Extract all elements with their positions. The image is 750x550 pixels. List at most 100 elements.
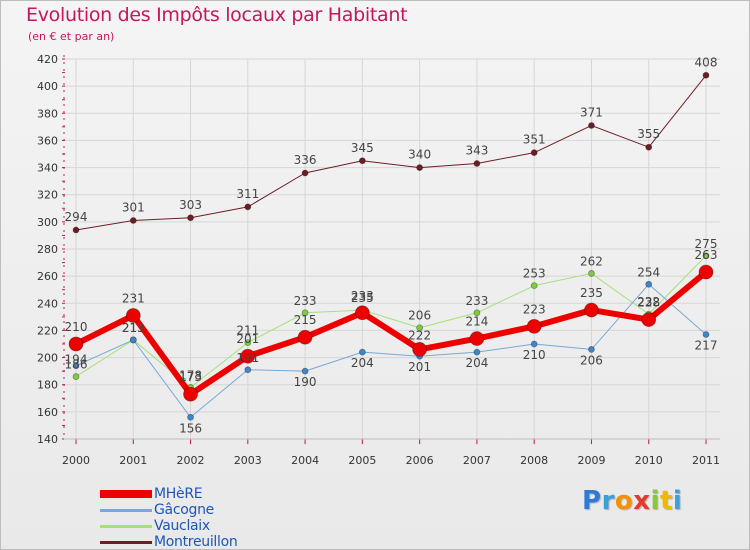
data-point-vauclaix — [72, 373, 80, 380]
legend-label: Vauclaix — [154, 518, 210, 534]
data-label: 194 — [65, 353, 88, 367]
data-point-vauclaix — [588, 270, 595, 277]
data-label: 275 — [695, 237, 718, 251]
axes: 140 160 180 200 220 240 260 280 300 320 340 360 380 4… — [37, 53, 720, 467]
grid-lines — [64, 58, 720, 445]
x-tick-label: 2002 — [177, 454, 205, 467]
legend-swatch — [100, 490, 152, 498]
x-tick-label: 2007 — [463, 454, 491, 467]
y-tick-label: 420 — [37, 53, 58, 66]
data-label: 206 — [580, 353, 603, 367]
data-label: 351 — [523, 133, 546, 147]
y-tick-label: 300 — [37, 216, 58, 229]
data-point-montreuillon — [702, 71, 710, 79]
data-label: 371 — [580, 106, 603, 120]
data-label: 303 — [179, 198, 202, 212]
proxiti-logo: Proxiti — [582, 486, 682, 516]
data-point-g-cogne — [301, 367, 309, 375]
data-point-g-cogne — [187, 413, 194, 421]
data-point-mh-re — [641, 312, 657, 327]
data-point-mh-re — [240, 348, 256, 364]
legend-label: Montreuillon — [154, 534, 238, 550]
y-tick-label: 140 — [37, 433, 58, 446]
data-point-vauclaix — [301, 309, 309, 317]
data-point-montreuillon — [530, 149, 538, 157]
data-point-vauclaix — [244, 339, 252, 347]
x-tick-label: 2009 — [577, 454, 605, 467]
x-tick-label: 2004 — [291, 454, 319, 467]
data-label: 213 — [122, 321, 145, 335]
data-point-mh-re — [412, 342, 428, 357]
data-label: 190 — [294, 375, 317, 389]
data-label: 204 — [351, 356, 374, 370]
data-point-mh-re — [698, 264, 714, 280]
data-point-g-cogne — [129, 336, 137, 344]
data-label: 336 — [294, 153, 317, 167]
data-point-vauclaix — [473, 309, 481, 317]
data-label: 223 — [523, 302, 546, 316]
y-tick-label: 320 — [37, 189, 58, 202]
y-tick-label: 160 — [37, 406, 58, 419]
y-tick-label: 380 — [37, 107, 58, 120]
data-point-vauclaix — [530, 282, 538, 290]
legend-swatch — [100, 508, 152, 512]
logo-letter: r — [601, 486, 615, 516]
data-label: 232 — [637, 295, 660, 309]
y-tick-label: 240 — [37, 297, 58, 310]
data-label: 228 — [637, 296, 660, 310]
data-point-mh-re — [125, 308, 141, 323]
data-label: 178 — [179, 368, 202, 382]
data-label: 345 — [351, 141, 374, 155]
data-point-montreuillon — [416, 164, 424, 171]
data-label: 211 — [236, 324, 259, 338]
data-label: 235 — [580, 286, 603, 300]
data-label: 235 — [351, 291, 374, 305]
data-label: 215 — [294, 313, 317, 327]
legend-swatch — [100, 540, 152, 544]
legend-item: Montreuillon — [100, 534, 238, 550]
data-label: 254 — [637, 265, 660, 279]
chart-subtitle: (en € et par an) — [28, 30, 115, 43]
y-tick-label: 340 — [37, 162, 58, 175]
data-point-montreuillon — [645, 143, 653, 151]
chart-title: Evolution des Impôts locaux par Habitant — [26, 4, 408, 26]
data-label: 340 — [408, 148, 431, 162]
data-point-mh-re — [526, 318, 542, 334]
x-tick-label: 2006 — [406, 454, 434, 467]
logo-letter: o — [614, 486, 634, 516]
data-point-mh-re — [584, 302, 599, 318]
series-line-mh-re — [74, 269, 708, 398]
data-label: 201 — [236, 332, 259, 346]
legend-swatch — [100, 524, 152, 528]
logo-letter: i — [650, 486, 660, 516]
legend-item: Gâcogne — [100, 502, 237, 518]
y-tick-label: 400 — [37, 80, 58, 93]
y-tick-label: 260 — [37, 270, 58, 283]
legend: MHèRE Gâcogne Vauclaix Montreuillon — [100, 486, 238, 550]
data-point-g-cogne — [530, 340, 538, 348]
y-tick-label: 220 — [37, 324, 58, 337]
logo-letter: x — [633, 486, 651, 516]
legend-item: Vauclaix — [100, 518, 237, 534]
series-lines — [68, 71, 714, 421]
x-tick-label: 2000 — [62, 454, 90, 467]
data-label: 311 — [236, 187, 259, 201]
data-point-montreuillon — [301, 169, 309, 177]
data-label: 263 — [695, 248, 718, 262]
data-point-montreuillon — [129, 217, 137, 224]
data-point-mh-re — [469, 331, 485, 346]
data-point-g-cogne — [645, 280, 653, 288]
data-point-montreuillon — [187, 214, 194, 222]
data-point-montreuillon — [358, 157, 366, 165]
legend-item: MHèRE — [100, 486, 237, 502]
data-label: 231 — [122, 292, 145, 306]
data-label: 213 — [122, 321, 145, 335]
logo-letter: t — [659, 486, 673, 516]
data-point-mh-re — [183, 386, 198, 402]
data-label: 343 — [465, 144, 488, 158]
data-label: 191 — [236, 351, 259, 365]
data-label: 210 — [65, 320, 88, 334]
data-point-g-cogne — [473, 348, 481, 356]
data-point-mh-re — [68, 336, 84, 352]
